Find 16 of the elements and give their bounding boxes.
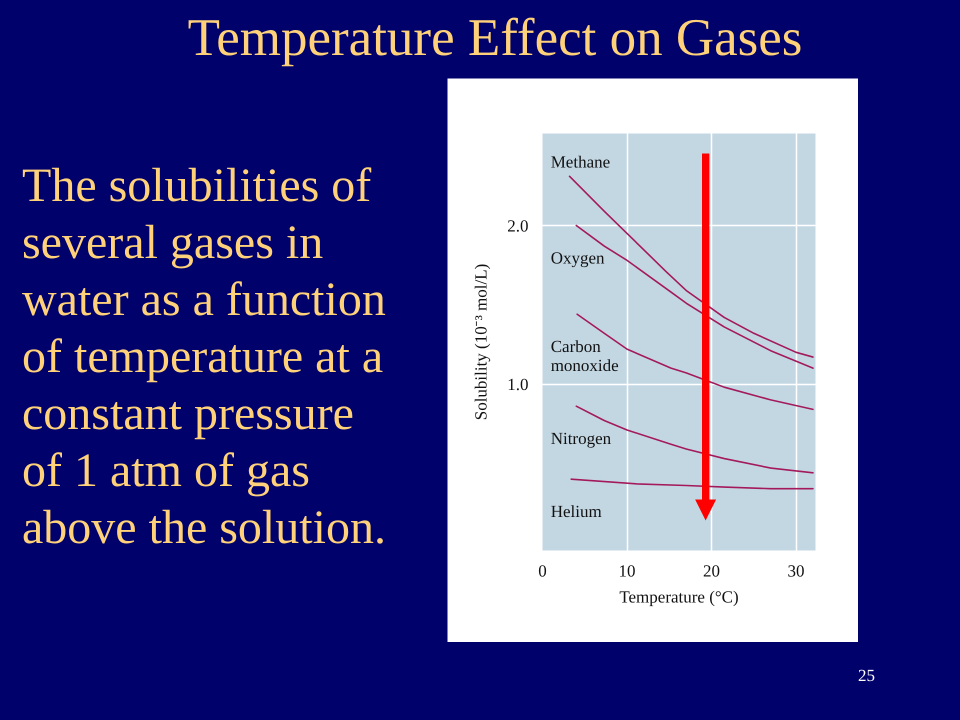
text: 25	[858, 666, 875, 685]
x-tick-label: 10	[618, 562, 636, 580]
y-axis-title: Solubility (10⁻³ mol/L)	[471, 264, 490, 420]
series-label: Methane	[550, 152, 610, 172]
x-tick-label: 30	[788, 562, 805, 580]
series-label: Oxygen	[550, 248, 606, 268]
x-tick-label: 20	[703, 562, 720, 580]
series-label: Nitrogen	[550, 429, 612, 448]
series-label: Carbon monoxide	[550, 337, 619, 376]
series-label: Helium	[550, 502, 602, 522]
text: The solubilities of several gases in water as a function of temperature at a constant pressure of 1 atm of gas above the solution.	[22, 159, 386, 554]
chart-title: Temperature Effect on Gases	[188, 9, 802, 67]
y-tick-label: 1.0	[507, 375, 528, 394]
x-axis-title: Temperature (°C)	[619, 588, 739, 606]
y-tick-label: 2.0	[507, 216, 528, 236]
x-tick-label: 0	[538, 562, 547, 580]
